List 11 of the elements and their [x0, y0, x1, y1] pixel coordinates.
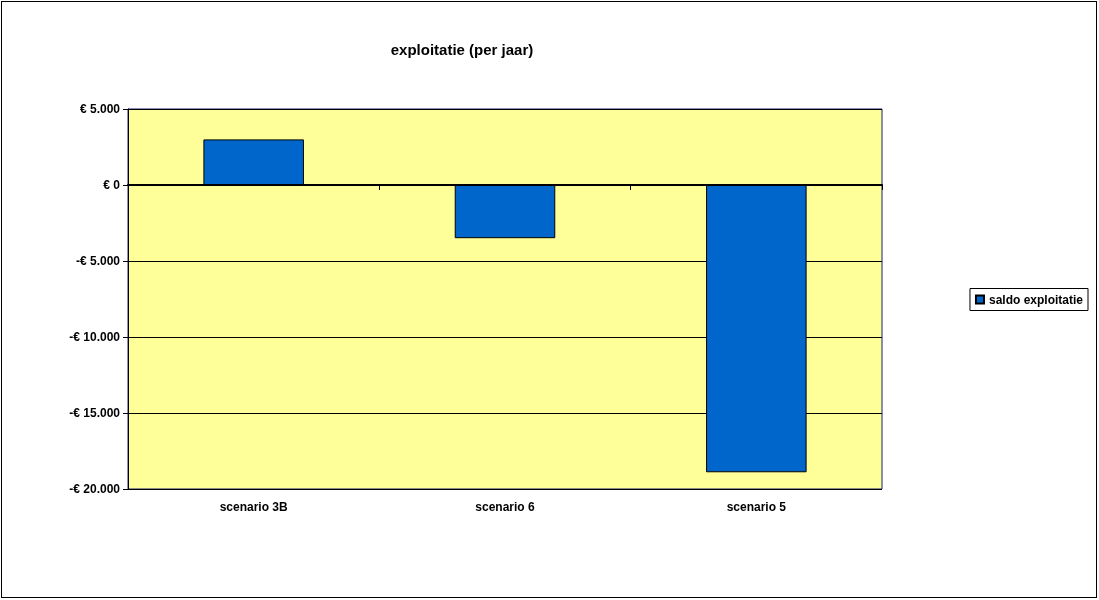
y-tick-label: -€ 15.000 — [69, 406, 121, 420]
x-tick-label: scenario 6 — [475, 500, 536, 514]
chart-title: exploitatie (per jaar) — [390, 41, 534, 58]
y-tick-label: € 5.000 — [79, 102, 121, 116]
y-tick-label: -€ 20.000 — [69, 482, 121, 496]
y-tick-label: -€ 5.000 — [75, 254, 121, 268]
x-tick-label: scenario 3B — [219, 500, 289, 514]
x-tick-label: scenario 5 — [726, 500, 787, 514]
y-tick-label: -€ 10.000 — [69, 330, 121, 344]
legend-label: saldo exploitatie — [988, 292, 1084, 307]
y-tick-label: € 0 — [103, 178, 121, 192]
